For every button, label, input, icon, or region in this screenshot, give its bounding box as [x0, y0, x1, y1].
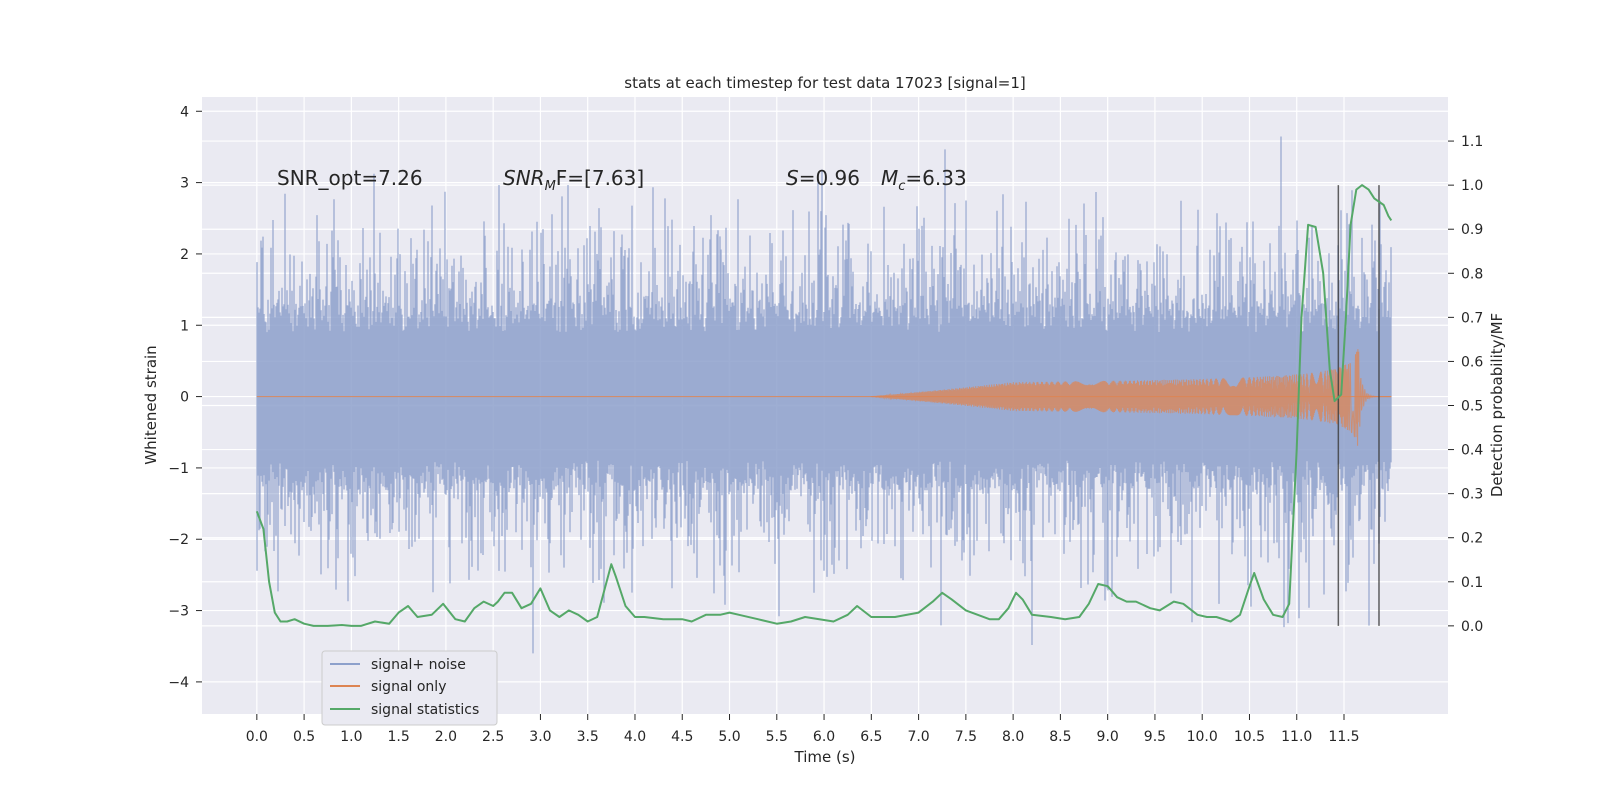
y2-tick-label-0: 1.1: [1461, 134, 1483, 150]
y2-tick-label-3: 0.8: [1461, 266, 1483, 282]
series-signal-statistics: [255, 184, 1393, 627]
x-tick-label-17: 8.5: [1049, 729, 1071, 745]
y2-axis-ticks: 1.1 1.0 0.9 0.8 0.7 0.6 0.5 0.4 0.3 0.2 0.1 0.0: [1448, 134, 1483, 635]
y-tick-label-3: 1: [180, 318, 189, 334]
x-tick-label-15: 7.5: [955, 729, 977, 745]
y2-tick-label-2: 0.9: [1461, 222, 1483, 238]
y-axis-label: Whitened strain: [142, 345, 160, 464]
x-tick-label-0: 0.0: [246, 729, 268, 745]
legend-box: [321, 650, 498, 726]
y2-axis-label: Detection probability/MF: [1488, 313, 1506, 497]
x-tick-label-23: 11.5: [1328, 729, 1359, 745]
y-tick-label-6: −2: [168, 532, 189, 548]
y2-tick-label-5: 0.6: [1461, 354, 1483, 370]
y2-tick-label-11: 0.0: [1461, 619, 1483, 635]
x-tick-label-6: 3.0: [529, 729, 551, 745]
y2-tick-label-7: 0.4: [1461, 443, 1483, 459]
y2-tick-label-4: 0.7: [1461, 310, 1483, 326]
x-tick-label-16: 8.0: [1002, 729, 1024, 745]
annotation-snr-mf: SNRMF=[7.63]: [503, 166, 644, 194]
x-tick-label-18: 9.0: [1097, 729, 1119, 745]
x-tick-label-10: 5.0: [718, 729, 740, 745]
x-tick-label-1: 0.5: [293, 729, 315, 745]
plot-content: [255, 136, 1393, 654]
signal-only-trace: [871, 349, 1392, 446]
x-axis-ticks: 0.0 0.5 1.0 1.5 2.0 2.5 3.0 3.5 4.0 4.5 5.0 5.5 6.0 6…: [246, 714, 1360, 745]
y-tick-label-0: 4: [180, 104, 189, 120]
annotations: SNR_opt=7.26 SNRMF=[7.63] S=0.96 Mc=6.33: [277, 166, 967, 194]
x-axis-label: Time (s): [794, 748, 856, 766]
legend-label-signal-statistics: signal statistics: [371, 702, 479, 718]
legend-label-signal-noise: signal+ noise: [371, 657, 466, 673]
x-tick-label-2: 1.0: [340, 729, 362, 745]
x-tick-label-21: 10.5: [1234, 729, 1265, 745]
y-axis-ticks: 4 3 2 1 0 −1 −2 −3 −4: [168, 104, 202, 691]
signal-statistics-line: [255, 184, 1393, 627]
x-tick-label-8: 4.0: [624, 729, 646, 745]
legend-label-signal-only: signal only: [371, 679, 446, 695]
x-tick-label-4: 2.0: [435, 729, 457, 745]
x-tick-label-12: 6.0: [813, 729, 835, 745]
y-tick-label-5: −1: [168, 461, 189, 477]
y2-tick-label-1: 1.0: [1461, 178, 1483, 194]
series-signal-only: [256, 349, 1392, 446]
legend: signal+ noise signal only signal statist…: [321, 650, 498, 726]
x-tick-label-19: 9.5: [1144, 729, 1166, 745]
vertical-lines: [1337, 185, 1380, 626]
x-tick-label-11: 5.5: [766, 729, 788, 745]
x-tick-label-7: 3.5: [577, 729, 599, 745]
annotation-snr-opt: SNR_opt=7.26: [277, 166, 423, 190]
y-tick-label-8: −4: [168, 675, 189, 691]
y-tick-label-4: 0: [180, 390, 189, 406]
x-tick-label-3: 1.5: [388, 729, 410, 745]
y2-tick-label-10: 0.1: [1461, 575, 1483, 591]
x-tick-label-22: 11.0: [1281, 729, 1312, 745]
y-tick-label-1: 3: [180, 176, 189, 192]
y-tick-label-7: −3: [168, 604, 189, 620]
x-tick-label-14: 7.0: [907, 729, 929, 745]
x-tick-label-20: 10.0: [1187, 729, 1218, 745]
y-tick-label-2: 2: [180, 247, 189, 263]
annotation-mc-value: Mc=6.33: [881, 166, 967, 194]
annotation-s-value: S=0.96: [786, 166, 860, 190]
y2-tick-label-8: 0.3: [1461, 487, 1483, 503]
y2-tick-label-9: 0.2: [1461, 531, 1483, 547]
x-tick-label-13: 6.5: [860, 729, 882, 745]
x-tick-label-5: 2.5: [482, 729, 504, 745]
chart-title: stats at each timestep for test data 170…: [624, 74, 1025, 92]
x-tick-label-9: 4.5: [671, 729, 693, 745]
y2-tick-label-6: 0.5: [1461, 399, 1483, 415]
